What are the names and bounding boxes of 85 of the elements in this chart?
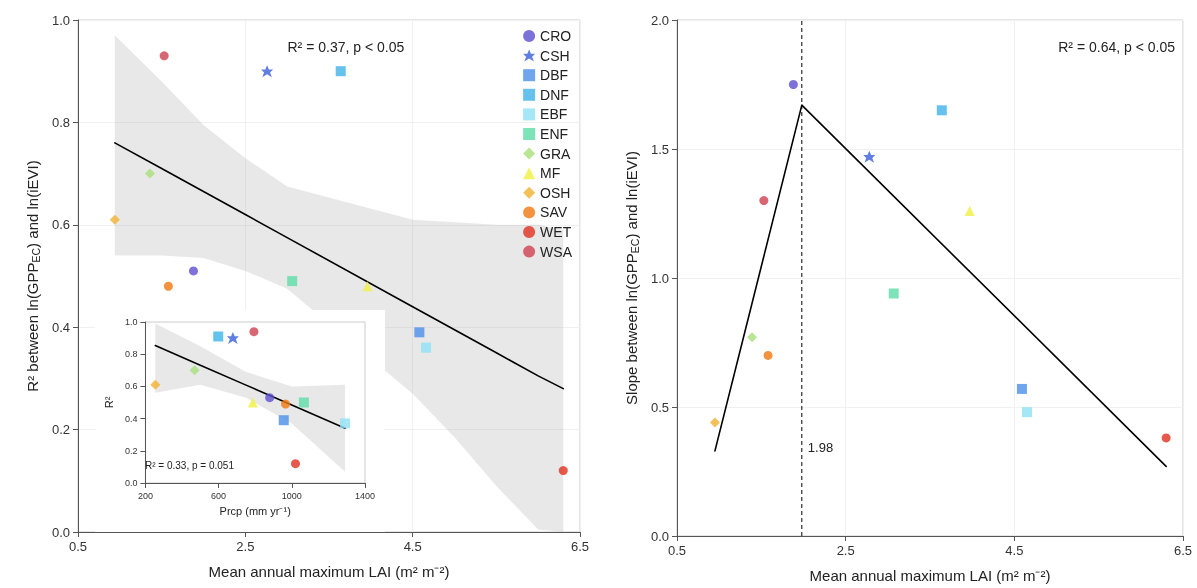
point xyxy=(189,365,200,376)
legend-label: CRO xyxy=(540,28,572,44)
x-tick-label: 2.5 xyxy=(836,543,855,558)
annotation: R² = 0.37, p < 0.05 xyxy=(287,39,405,55)
y-tick-label: 0.4 xyxy=(51,319,70,335)
point xyxy=(964,205,975,216)
point xyxy=(747,332,758,343)
legend-label: WET xyxy=(540,224,572,240)
y-tick-label: 0.2 xyxy=(51,422,70,438)
y-tick-label: 1.0 xyxy=(650,270,669,286)
point xyxy=(163,281,173,291)
y-tick-label: 0.8 xyxy=(124,349,138,360)
ref-line-label: 1.98 xyxy=(807,440,834,455)
annotation: R² = 0.64, p < 0.05 xyxy=(1058,39,1176,55)
x-tick-label: 0.5 xyxy=(667,543,687,558)
x-axis-title: Mean annual maximum LAI (m² m⁻²) xyxy=(208,563,450,580)
x-tick-label: 4.5 xyxy=(1005,543,1024,558)
legend-label: EBF xyxy=(540,106,568,123)
point xyxy=(335,66,346,77)
legend-label: DNF xyxy=(540,86,569,103)
y-tick-label: 0.0 xyxy=(650,528,669,544)
legend-label: ENF xyxy=(540,126,569,142)
x-tick-label: 600 xyxy=(211,490,227,501)
point xyxy=(340,418,351,429)
point xyxy=(362,281,373,292)
point xyxy=(558,466,568,476)
point xyxy=(278,415,289,426)
legend-label: CSH xyxy=(540,47,570,64)
point xyxy=(247,397,258,408)
annotation: R² = 0.33, p = 0.051 xyxy=(145,459,235,471)
legend-label: DBF xyxy=(540,67,569,84)
point xyxy=(188,266,198,276)
point xyxy=(226,332,239,345)
x-tick-label: 4.5 xyxy=(403,539,422,554)
point xyxy=(763,350,773,360)
point xyxy=(788,80,798,89)
x-tick-label: 6.5 xyxy=(1173,543,1193,558)
y-tick-label: 1.0 xyxy=(124,317,138,327)
point xyxy=(159,51,169,61)
y-tick-label: 0.0 xyxy=(51,524,70,540)
point xyxy=(421,342,432,353)
point xyxy=(709,417,720,428)
y-tick-label: 0.0 xyxy=(124,478,138,488)
point xyxy=(290,459,300,469)
point xyxy=(1021,407,1032,418)
y-axis-title: R² xyxy=(102,396,115,409)
y-tick-label: 0.4 xyxy=(124,413,138,424)
x-tick-label: 200 xyxy=(137,490,153,501)
y-tick-label: 0.6 xyxy=(124,381,138,392)
y-tick-label: 1.5 xyxy=(650,141,669,157)
point xyxy=(298,397,309,408)
point xyxy=(936,105,947,116)
y-tick-label: 0.5 xyxy=(650,399,669,415)
point xyxy=(863,150,876,163)
point xyxy=(109,214,120,225)
point xyxy=(261,65,274,78)
point xyxy=(759,196,769,206)
legend-label: OSH xyxy=(540,184,571,201)
point xyxy=(213,331,224,342)
point xyxy=(888,288,899,299)
x-tick-label: 1400 xyxy=(354,490,376,501)
legend-label: WSA xyxy=(540,243,573,260)
x-tick-label: 6.5 xyxy=(570,539,590,554)
x-axis-title: Mean annual maximum LAI (m² m⁻²) xyxy=(809,567,1051,584)
y-tick-label: 2.0 xyxy=(650,12,669,28)
x-tick-label: 2.5 xyxy=(236,539,255,554)
point xyxy=(1161,433,1171,443)
legend-label: MF xyxy=(540,165,561,182)
legend-label: SAV xyxy=(540,204,568,221)
x-tick-label: 0.5 xyxy=(68,539,88,554)
x-tick-label: 1000 xyxy=(281,490,302,501)
y-tick-label: 1.0 xyxy=(51,12,70,28)
y-tick-label: 0.6 xyxy=(51,217,70,233)
point xyxy=(287,276,298,287)
point xyxy=(249,327,259,337)
point xyxy=(265,393,275,403)
legend-label: GRA xyxy=(540,145,572,162)
y-tick-label: 0.2 xyxy=(124,445,138,456)
x-axis-title: Prcp (mm yr⁻¹) xyxy=(219,504,291,517)
point xyxy=(1016,383,1027,394)
point xyxy=(414,327,425,338)
y-tick-label: 0.8 xyxy=(51,114,70,130)
point xyxy=(281,399,291,409)
point xyxy=(150,379,161,390)
point xyxy=(144,168,155,179)
